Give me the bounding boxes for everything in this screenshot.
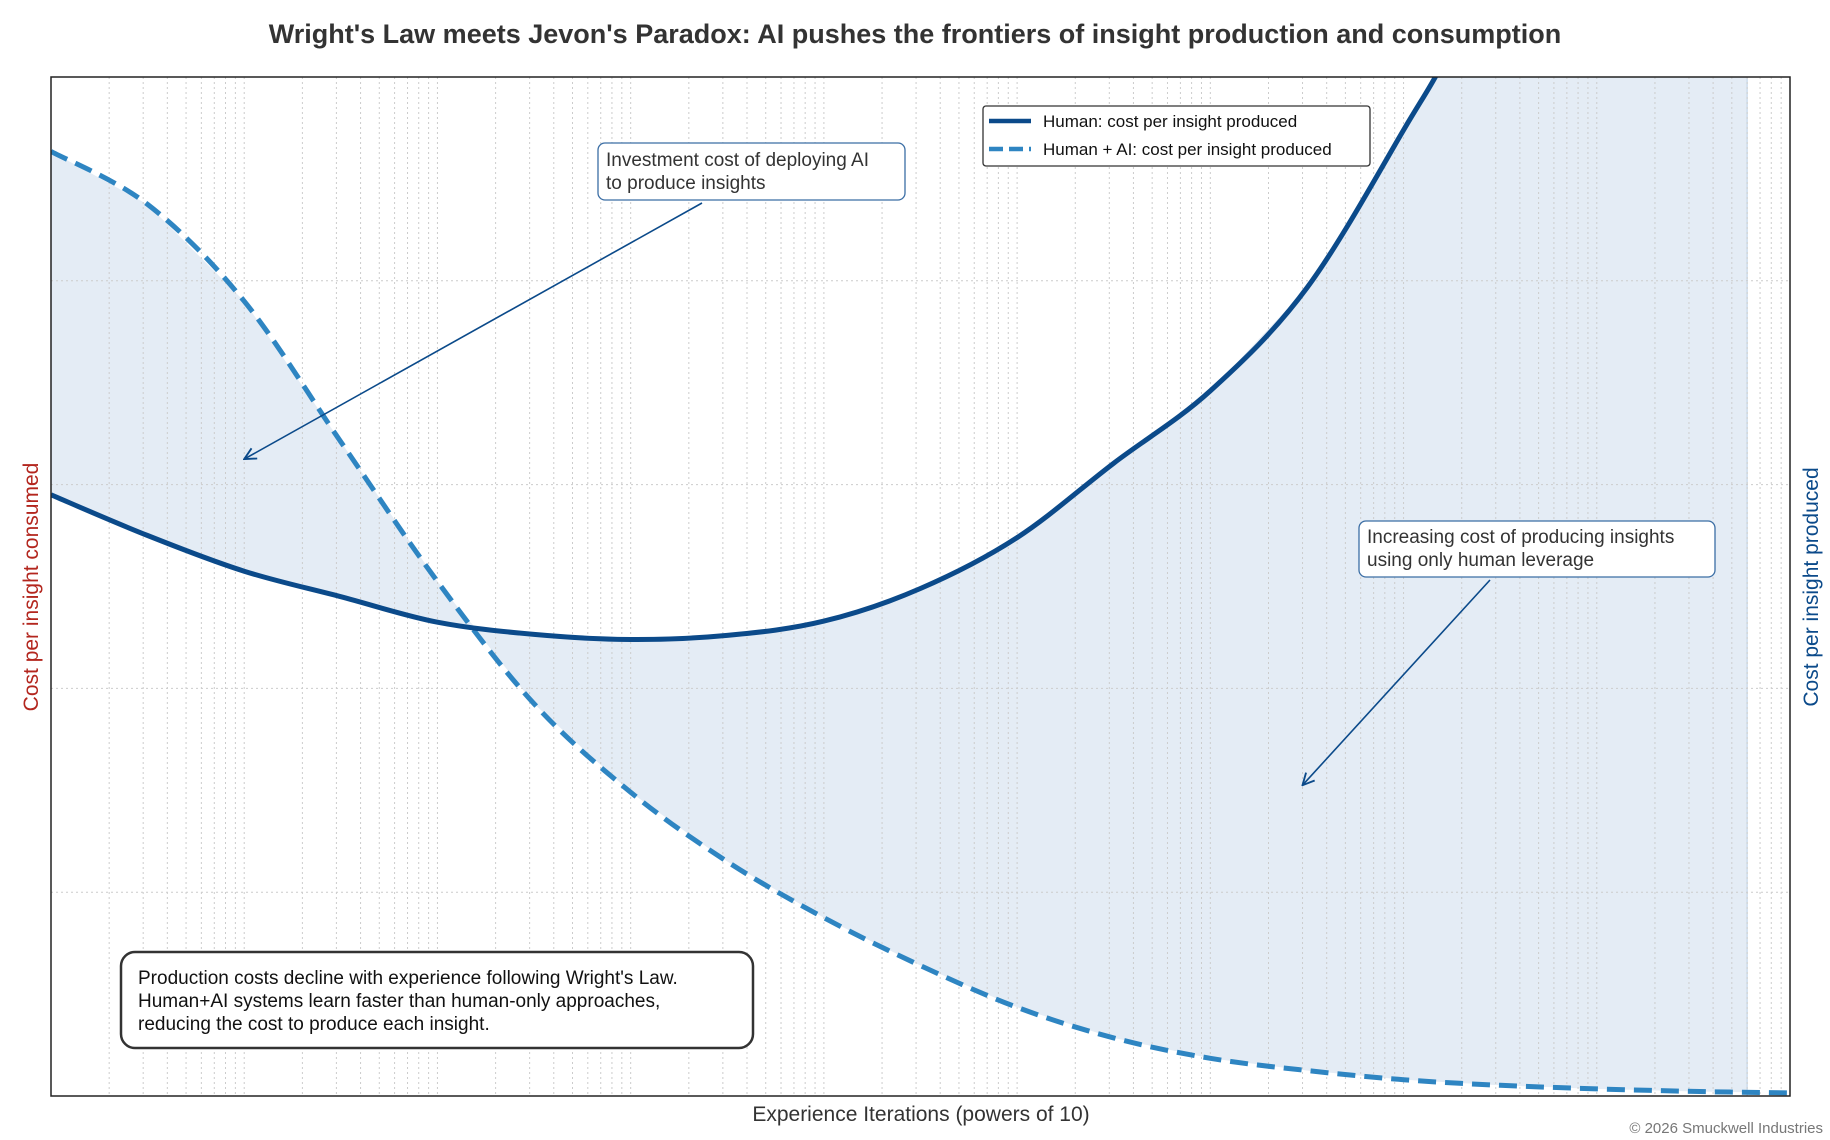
- copyright: © 2026 Smuckwell Industries: [1629, 1120, 1823, 1137]
- annotation-increasing-arrow: [1303, 579, 1491, 785]
- y-axis-label-left: Cost per insight consumed: [20, 463, 43, 712]
- series-line-human-ai: [51, 149, 1790, 1096]
- annotation-increasing-box: [1358, 520, 1716, 578]
- series-line-human: [51, 77, 1439, 643]
- note-line2: Human+AI systems learn faster than human…: [138, 991, 660, 1012]
- annotation-investment-line1: Investment cost of deploying AI: [606, 150, 869, 171]
- annotation-investment-line2: to produce insights: [606, 173, 766, 194]
- annotation-increasing-line2: using only human leverage: [1367, 550, 1594, 571]
- chart-title: Wright's Law meets Jevon's Paradox: AI p…: [269, 19, 1561, 49]
- legend-label-human-ai: Human + AI: cost per insight produced: [1043, 140, 1332, 159]
- note-box-frame: [119, 950, 755, 1050]
- note-box: Production costs decline with experience…: [119, 950, 755, 1050]
- annotation-increasing-line1: Increasing cost of producing insights: [1367, 527, 1674, 548]
- annotation-investment-box: [597, 142, 906, 201]
- fill-layer: [51, 77, 1748, 1096]
- legend: Human: cost per insight produced Human +…: [982, 105, 1371, 167]
- plot-frame: [50, 76, 1791, 1097]
- y-axis-label-right: Cost per insight produced: [1800, 467, 1823, 706]
- legend-label-human: Human: cost per insight produced: [1043, 112, 1297, 131]
- annotation-investment: Investment cost of deploying AI to produ…: [244, 142, 906, 459]
- note-line1: Production costs decline with experience…: [138, 968, 678, 989]
- shaded-region: [51, 77, 1748, 1093]
- x-axis-label: Experience Iterations (powers of 10): [752, 1103, 1089, 1126]
- series-layer: [51, 77, 1790, 1096]
- annotation-increasing: Increasing cost of producing insights us…: [1303, 520, 1716, 785]
- annotation-investment-arrow: [244, 202, 703, 459]
- legend-box: [982, 105, 1371, 167]
- note-line3: reducing the cost to produce each insigh…: [138, 1014, 490, 1035]
